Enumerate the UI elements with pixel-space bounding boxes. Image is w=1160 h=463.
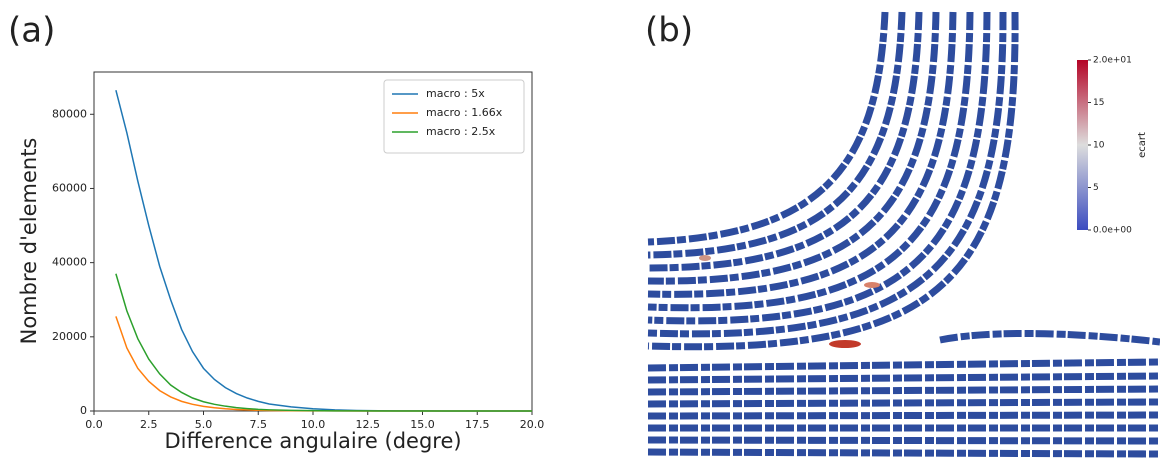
colorbar <box>1077 60 1088 230</box>
legend-label: macro : 2.5x <box>426 125 496 138</box>
fiber <box>647 11 906 259</box>
y-tick-label: 60000 <box>52 181 87 194</box>
panel-label: (b) <box>645 11 693 51</box>
fiber <box>647 11 974 312</box>
y-tick-label: 80000 <box>52 107 87 120</box>
fiber <box>647 448 1160 458</box>
fiber <box>647 11 940 285</box>
line-series <box>115 273 532 412</box>
colorbar-tick-label: 15 <box>1093 98 1104 108</box>
colorbar-tick-label: 10 <box>1093 141 1105 151</box>
fiber <box>647 372 1160 384</box>
fiber-rendering <box>647 11 1160 458</box>
y-tick-label: 40000 <box>52 256 87 269</box>
fiber <box>647 11 1019 351</box>
x-tick-label: 7.5 <box>250 418 268 431</box>
y-tick-label: 0 <box>80 404 87 417</box>
x-tick-label: 5.0 <box>195 418 213 431</box>
x-tick-label: 2.5 <box>140 418 158 431</box>
fiber <box>647 411 1160 420</box>
y-axis-label: Nombre d'elements <box>17 138 41 345</box>
x-tick-label: 15.0 <box>410 418 435 431</box>
fiber <box>647 11 957 298</box>
line-series <box>115 316 532 412</box>
colorbar-tick-label: 5 <box>1093 183 1099 193</box>
fiber <box>647 358 1160 372</box>
fiber <box>647 385 1160 396</box>
x-tick-label: 0.0 <box>85 418 103 431</box>
x-tick-label: 12.5 <box>356 418 381 431</box>
x-tick-label: 10.0 <box>301 418 326 431</box>
colorbar-tick-label: 2.0e+01 <box>1093 56 1132 66</box>
x-axis-label: Difference angulaire (degre) <box>164 429 461 453</box>
fiber <box>647 436 1160 445</box>
fiber <box>647 11 923 272</box>
fiber <box>647 11 1007 338</box>
hot-spot <box>699 255 711 261</box>
legend-label: macro : 5x <box>426 87 485 100</box>
legend-box <box>383 79 525 154</box>
y-tick-label: 20000 <box>52 330 87 343</box>
fiber <box>939 330 1160 346</box>
fiber <box>647 11 889 246</box>
legend-label: macro : 1.66x <box>426 106 503 119</box>
hot-spot <box>864 282 880 288</box>
fiber <box>647 398 1160 408</box>
panel-label: (a) <box>8 11 55 51</box>
fiber <box>647 11 991 325</box>
hot-spot <box>829 340 861 348</box>
colorbar-tick-label: 0.0e+00 <box>1093 226 1132 236</box>
x-tick-label: 20.0 <box>520 418 545 431</box>
x-tick-label: 17.5 <box>465 418 490 431</box>
colorbar-label: ecart <box>1137 132 1148 158</box>
